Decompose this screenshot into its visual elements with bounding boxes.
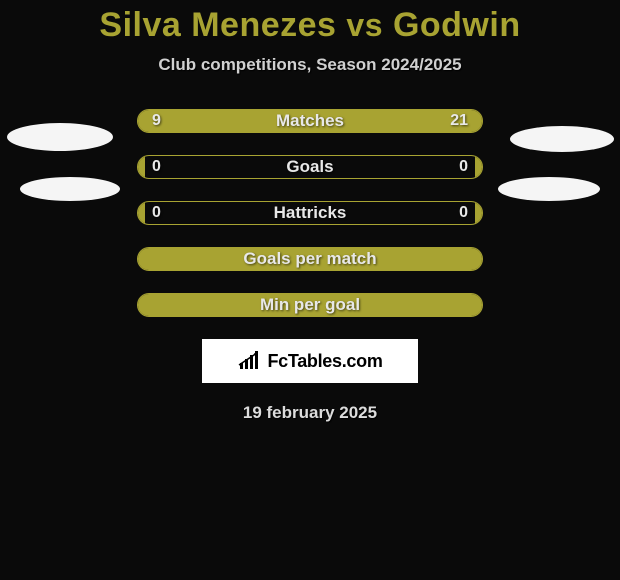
- stat-label: Min per goal: [260, 295, 360, 315]
- stat-left-value: 9: [152, 112, 161, 130]
- player1-name: Silva Menezes: [99, 6, 336, 44]
- date-label: 19 february 2025: [243, 403, 377, 423]
- bar-chart-icon: [237, 351, 263, 371]
- stat-label: Goals: [286, 157, 333, 177]
- page-title: Silva Menezes vs Godwin: [99, 6, 520, 45]
- comparison-card: Silva Menezes vs Godwin Club competition…: [0, 0, 620, 423]
- logo-badge: FcTables.com: [202, 339, 418, 383]
- stat-label: Goals per match: [243, 249, 376, 269]
- bar-right: [231, 110, 482, 132]
- stat-right-value: 21: [450, 112, 468, 130]
- bar-left: [138, 156, 145, 178]
- stat-right-value: 0: [459, 204, 468, 222]
- bar-right: [475, 156, 482, 178]
- stat-row-hattricks: 0 Hattricks 0: [137, 201, 483, 225]
- stat-row-min-per-goal: Min per goal: [137, 293, 483, 317]
- bar-right: [475, 202, 482, 224]
- stat-row-matches: 9 Matches 21: [137, 109, 483, 133]
- stat-right-value: 0: [459, 158, 468, 176]
- logo-text: FcTables.com: [267, 351, 382, 372]
- vs-label: vs: [346, 7, 383, 43]
- subtitle: Club competitions, Season 2024/2025: [158, 55, 461, 75]
- stat-left-value: 0: [152, 158, 161, 176]
- stat-rows: 9 Matches 21 0 Goals 0 0 Hattricks 0 Goa…: [0, 109, 620, 317]
- player2-name: Godwin: [393, 6, 521, 44]
- stat-left-value: 0: [152, 204, 161, 222]
- stat-row-goals: 0 Goals 0: [137, 155, 483, 179]
- stat-label: Matches: [276, 111, 344, 131]
- bar-left: [138, 202, 145, 224]
- stat-label: Hattricks: [274, 203, 347, 223]
- stat-row-goals-per-match: Goals per match: [137, 247, 483, 271]
